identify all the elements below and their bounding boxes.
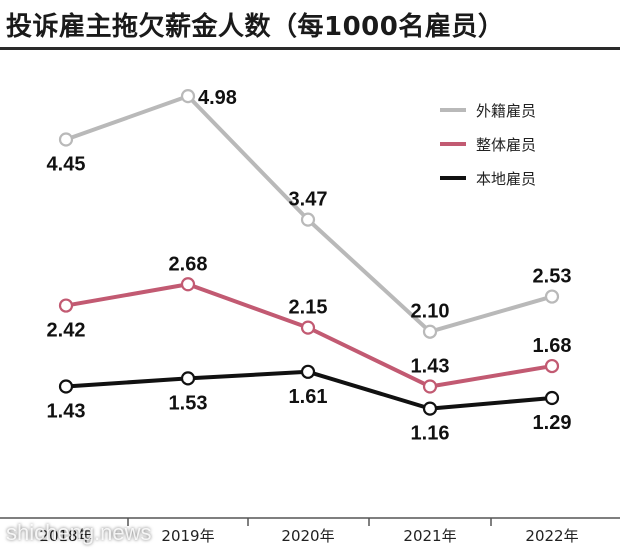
data-label: 4.98 [198, 87, 237, 109]
title-underline [0, 47, 620, 50]
data-label: 4.45 [47, 153, 86, 175]
data-point [300, 364, 316, 379]
data-label: 2.68 [169, 253, 208, 275]
data-label: 3.47 [289, 189, 328, 211]
chart-title: 投诉雇主拖欠薪金人数（每1000名雇员） [6, 12, 505, 42]
data-label: 1.43 [47, 401, 86, 423]
data-point [180, 371, 196, 386]
data-point [422, 401, 438, 416]
legend-label: 外籍雇员 [476, 102, 536, 120]
data-point [58, 298, 74, 313]
watermark-text: shicheng.news [6, 520, 152, 545]
data-point [422, 324, 438, 339]
data-point [544, 358, 560, 374]
data-point [58, 379, 74, 394]
legend-label: 本地雇员 [476, 170, 536, 188]
x-tick-label: 2020年 [281, 527, 334, 545]
data-point [544, 390, 560, 406]
data-label: 1.29 [533, 412, 572, 434]
data-label: 2.53 [533, 266, 572, 288]
data-point [180, 89, 196, 104]
data-label: 1.61 [289, 386, 328, 408]
data-point [300, 212, 316, 227]
data-label: 1.68 [533, 335, 572, 357]
data-label: 2.15 [289, 297, 328, 319]
data-label: 1.43 [411, 356, 450, 378]
data-point [180, 277, 196, 292]
x-tick-label: 2018年 [39, 527, 92, 545]
data-point [544, 289, 560, 304]
data-label: 1.53 [169, 392, 208, 414]
legend-label: 整体雇员 [476, 136, 536, 154]
data-label: 2.42 [47, 320, 86, 342]
data-point [300, 320, 316, 335]
data-point [422, 379, 438, 394]
x-tick-label: 2022年 [525, 527, 578, 545]
x-tick-label: 2019年 [161, 527, 214, 545]
data-label: 1.16 [411, 423, 450, 445]
data-point [58, 132, 74, 147]
x-tick-label: 2021年 [403, 527, 456, 545]
data-label: 2.10 [411, 301, 450, 323]
